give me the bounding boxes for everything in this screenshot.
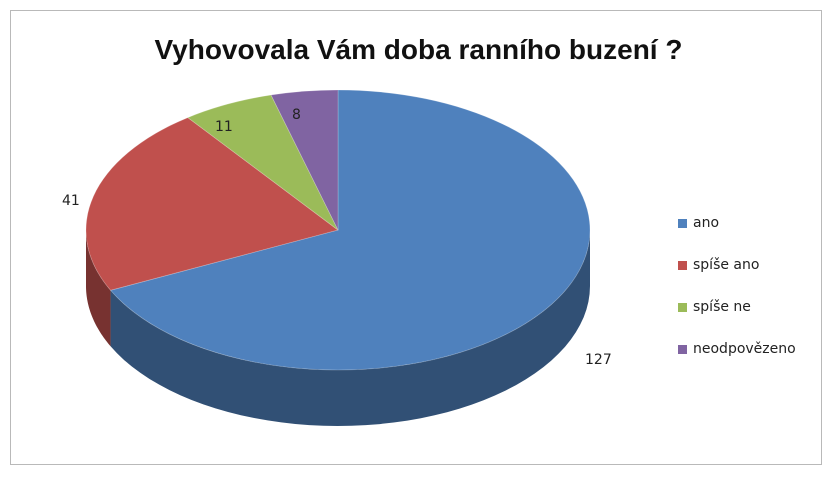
pie-side-spise-ano — [86, 230, 111, 347]
legend-item-spise-ano: spíše ano — [678, 256, 796, 274]
pie-side-ano — [110, 230, 590, 426]
legend-label-spise-ne: spíše ne — [693, 299, 751, 315]
data-label-spise-ano: 41 — [62, 193, 80, 209]
legend-item-spise-ne: spíše ne — [678, 298, 796, 316]
pie-slice-neodpovezeno — [270, 89, 339, 231]
legend-item-neodpovezeno: neodpovězeno — [678, 340, 796, 358]
pie-slice-spise-ano — [85, 117, 339, 291]
legend-item-ano: ano — [678, 214, 796, 232]
legend: ano spíše ano spíše ne neodpovězeno — [678, 214, 796, 382]
legend-label-ano: ano — [693, 215, 720, 231]
pie-slices — [85, 89, 591, 371]
legend-label-neodpovezeno: neodpovězeno — [693, 341, 796, 357]
chart-title: Vyhovovala Vám doba ranního buzení ? — [154, 34, 683, 65]
legend-swatch-spise-ano — [678, 260, 687, 270]
legend-swatch-spise-ne — [678, 302, 687, 312]
data-label-neodpovezeno: 8 — [292, 107, 301, 123]
pie-slice-spise-ne — [187, 94, 339, 231]
legend-label-spise-ano: spíše ano — [693, 257, 760, 273]
data-label-ano: 127 — [585, 352, 612, 368]
data-label-spise-ne: 11 — [215, 119, 233, 135]
pie-side-walls — [86, 230, 590, 426]
pie-slice-ano — [109, 89, 591, 371]
legend-swatch-ano — [678, 218, 687, 228]
legend-swatch-neodpovezeno — [678, 344, 687, 354]
